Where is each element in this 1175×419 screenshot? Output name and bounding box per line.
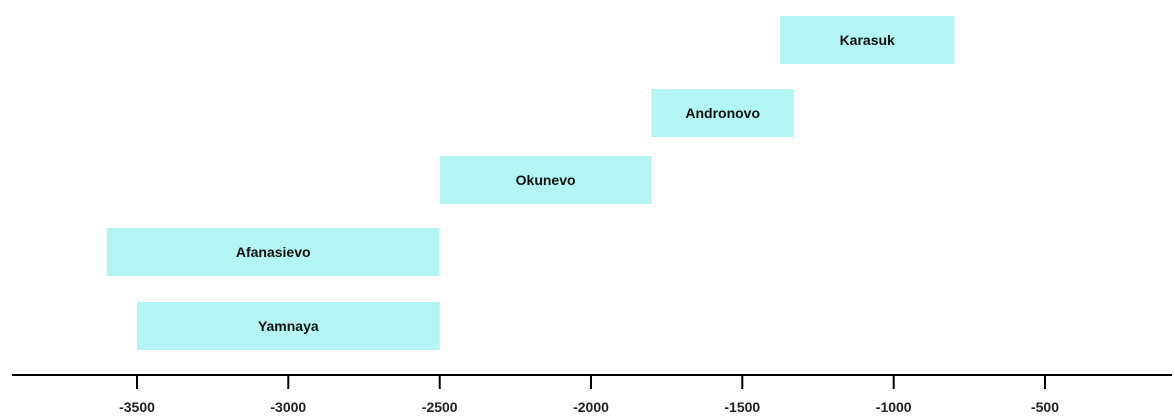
- x-tick-label: -3500: [119, 399, 155, 415]
- bar-label-okunevo: Okunevo: [516, 172, 576, 188]
- x-tick-label: -2500: [422, 399, 458, 415]
- bar-andronovo: [651, 89, 794, 137]
- x-axis-ticks: -3500 -3000 -2500 -2000 -1500 -1000 -500: [119, 375, 1059, 415]
- bars-layer: Yamnaya Afanasievo Okunevo Andronovo Karasuk: [106, 16, 955, 350]
- bar-afanasievo: [106, 228, 440, 276]
- bar-label-afanasievo: Afanasievo: [236, 244, 311, 260]
- x-tick-label: -1000: [876, 399, 912, 415]
- x-tick-label: -2000: [573, 399, 609, 415]
- x-tick-label: -3000: [270, 399, 306, 415]
- bar-karasuk: [780, 16, 955, 64]
- x-tick-label: -500: [1031, 399, 1059, 415]
- bar-yamnaya: [137, 302, 440, 350]
- x-tick-label: -1500: [724, 399, 760, 415]
- bar-okunevo: [439, 156, 652, 204]
- bar-label-andronovo: Andronovo: [685, 105, 760, 121]
- bar-label-yamnaya: Yamnaya: [258, 318, 319, 334]
- bar-label-karasuk: Karasuk: [840, 32, 895, 48]
